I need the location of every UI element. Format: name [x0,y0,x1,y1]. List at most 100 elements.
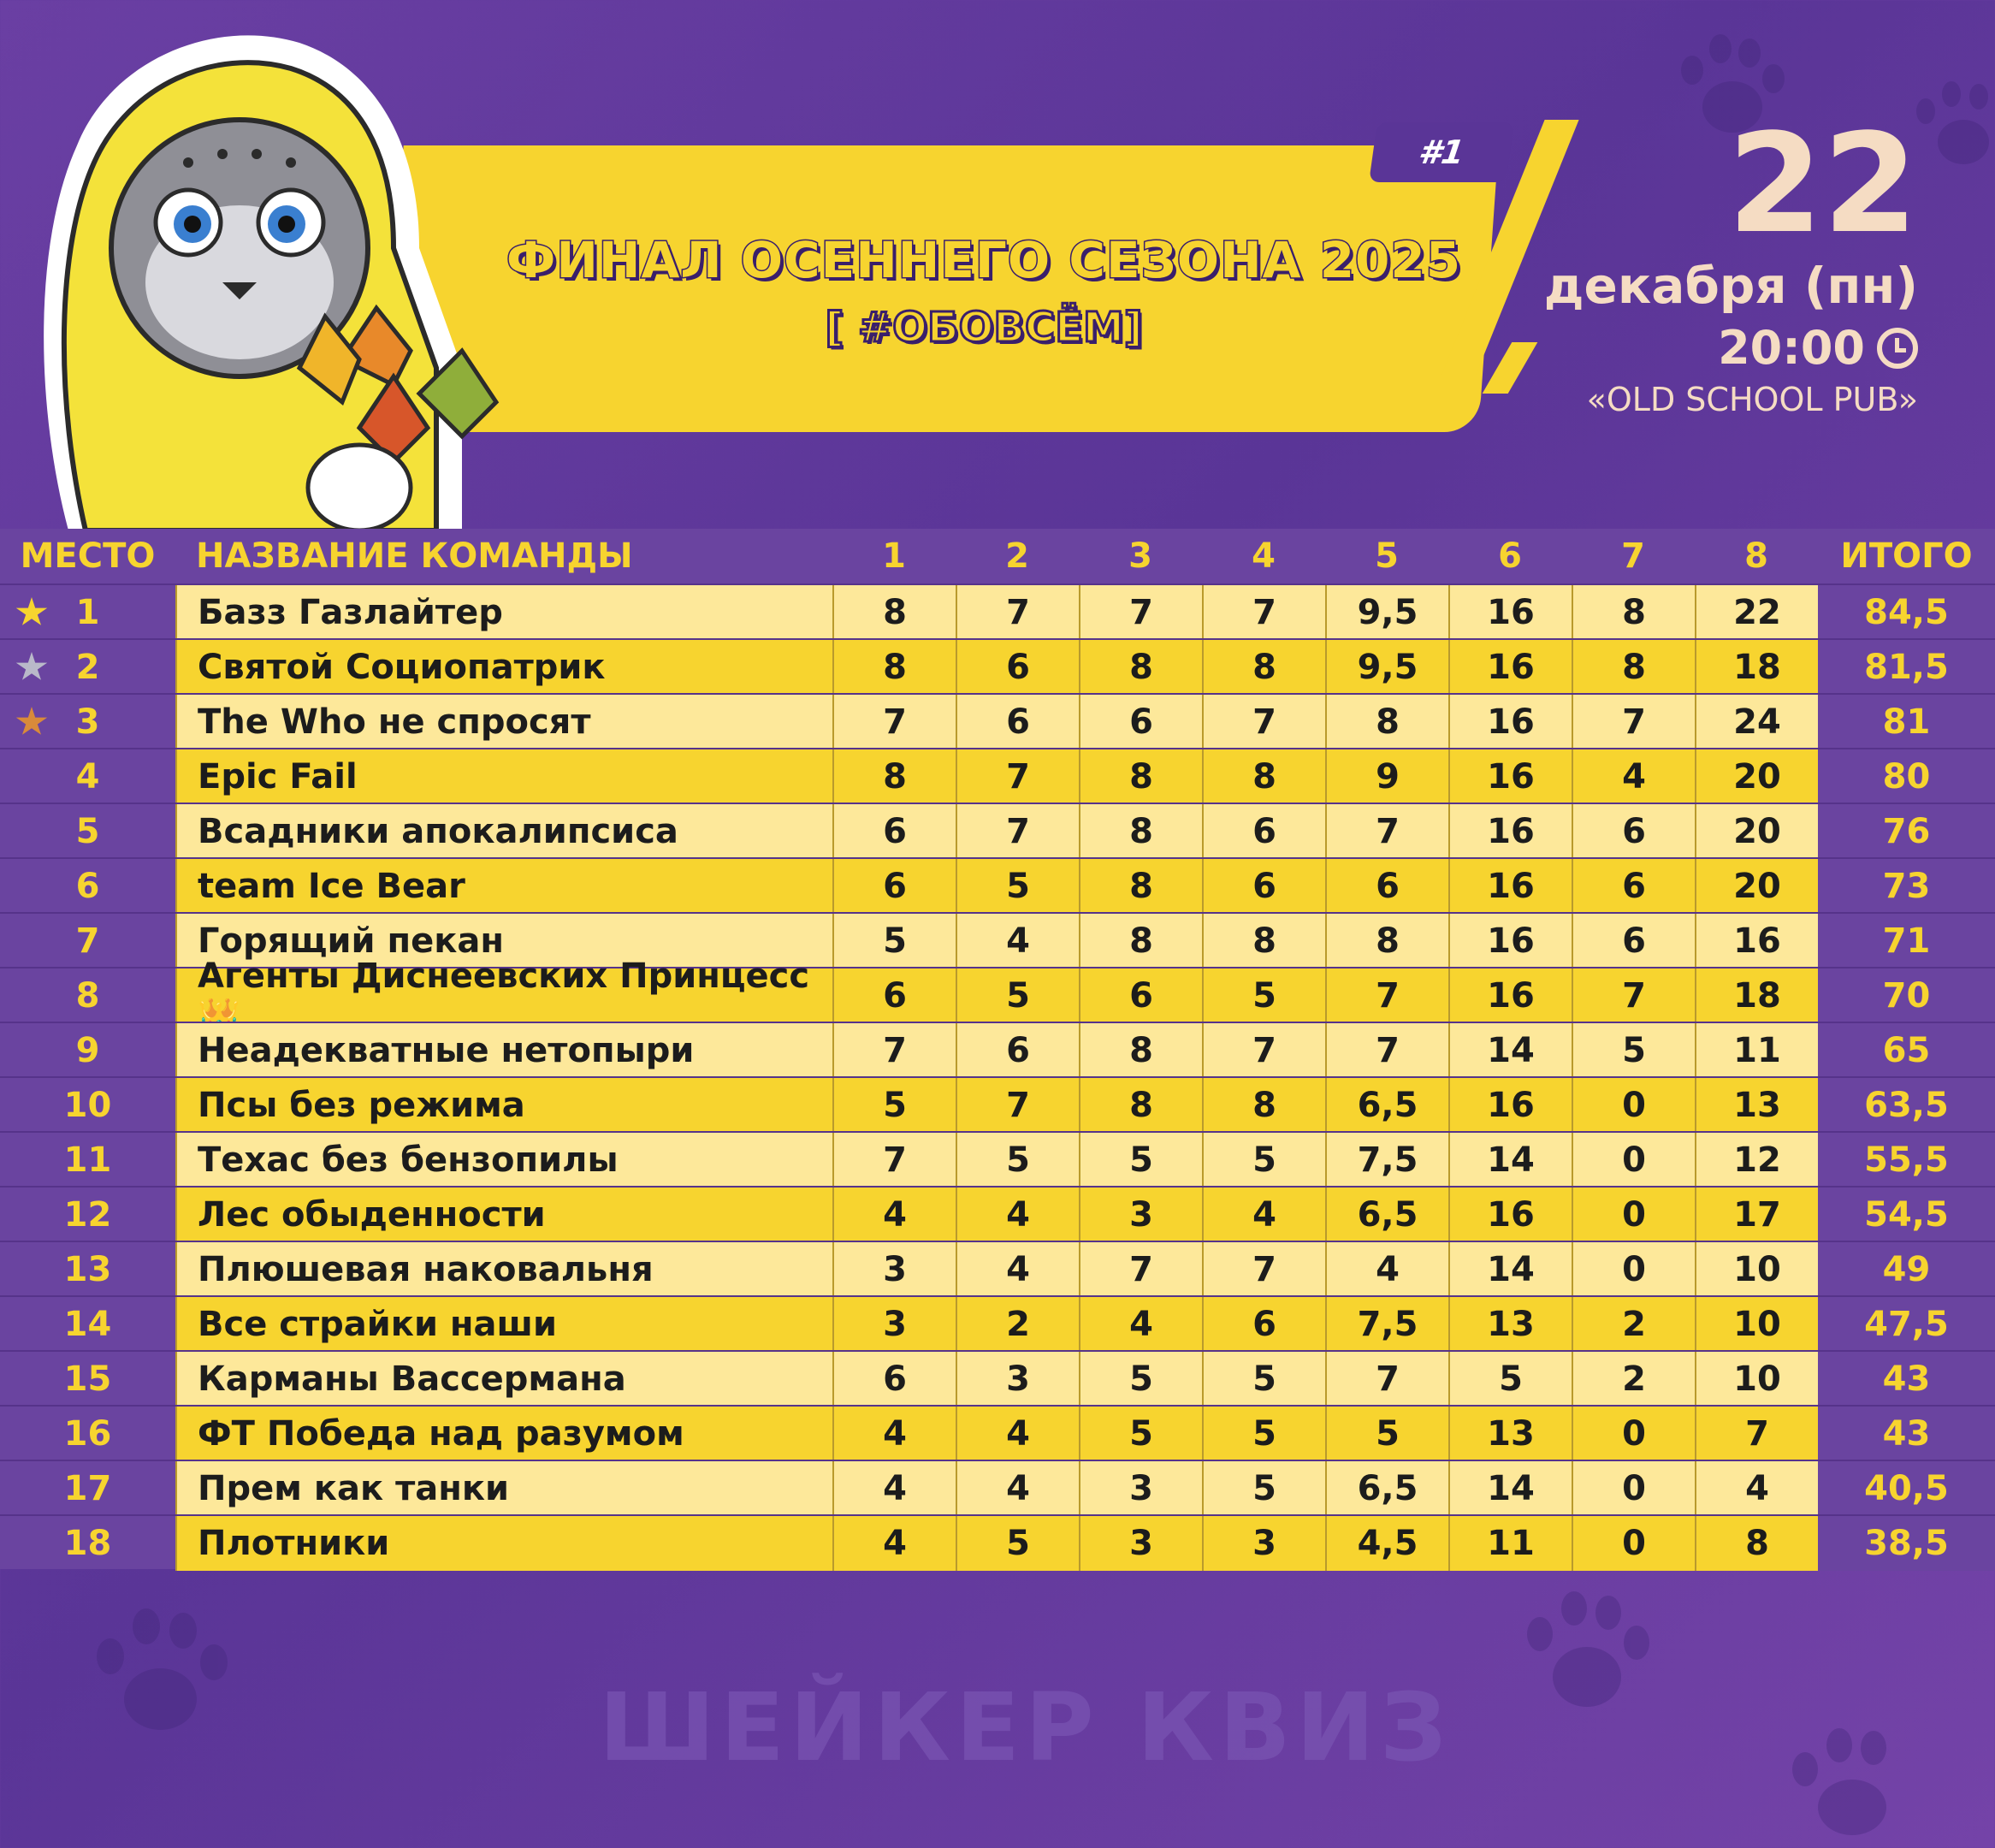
place-value: 7 [75,921,100,961]
round-2-score-cell: 6 [956,1023,1079,1078]
header-total: ИТОГО [1840,536,1973,576]
place-cell: 2 [0,640,175,695]
round-7-score-cell: 6 [1572,859,1695,914]
round-3-score-cell: 5 [1079,1133,1202,1188]
round-7-score-cell: 0 [1572,1078,1695,1133]
header-round-2: 2 [1005,536,1029,576]
star-silver-icon [15,652,48,680]
team-name-cell: Все страйки наши [175,1297,832,1352]
table-row: 8 Агенты Диснеевских Принцесс 👑 6 5 6 5 7 16 7 18… [0,957,1995,1036]
place-cell: 12 [0,1188,175,1242]
place-value: 5 [75,812,100,851]
place-value: 1 [75,593,100,632]
round-6-score-cell: 16 [1448,640,1572,695]
round-8-score-cell: 22 [1695,585,1818,640]
event-time-value: 20:00 [1718,321,1865,375]
round-2-score-cell: 4 [956,1461,1079,1516]
total-score-cell: 43 [1818,1407,1995,1461]
team-name-cell: Плотники [175,1516,832,1571]
star-gold-icon [15,597,48,625]
place-cell: 13 [0,1242,175,1297]
table-row: 15 Карманы Вассермана 6 3 5 5 7 5 2 10 43 [0,1350,1995,1407]
round-3-score-cell: 8 [1079,640,1202,695]
round-8-score-cell: 12 [1695,1133,1818,1188]
paw-print-icon [94,1608,231,1745]
clock-icon [1877,327,1918,369]
page-title: ФИНАЛ ОСЕННЕГО СЕЗОНА 2025 [505,230,1462,291]
team-name-cell: Неадекватные нетопыри [175,1023,832,1078]
round-2-score-cell: 3 [956,1352,1079,1407]
round-1-score-cell: 3 [832,1297,956,1352]
round-2-score-cell: 4 [956,1242,1079,1297]
round-5-score-cell: 9 [1325,749,1448,804]
round-8-score-cell: 17 [1695,1188,1818,1242]
round-5-score-cell: 6 [1325,859,1448,914]
round-5-score-cell: 8 [1325,695,1448,749]
round-7-score-cell: 0 [1572,1133,1695,1188]
round-2-score-cell: 4 [956,1407,1079,1461]
round-8-score-cell: 20 [1695,749,1818,804]
total-score-cell: 40,5 [1818,1461,1995,1516]
round-1-score-cell: 4 [832,1188,956,1242]
round-1-score-cell: 4 [832,1516,956,1571]
table-row: 4 Epic Fail 8 7 8 8 9 16 4 20 80 [0,748,1995,804]
round-2-score-cell: 7 [956,1078,1079,1133]
round-8-score-cell: 10 [1695,1352,1818,1407]
round-5-score-cell: 9,5 [1325,585,1448,640]
total-score-cell: 84,5 [1818,585,1995,640]
round-3-score-cell: 8 [1079,914,1202,968]
place-value: 17 [63,1469,112,1508]
round-6-score-cell: 14 [1448,1023,1572,1078]
table-row: 5 Всадники апокалипсиса 6 7 8 6 7 16 6 20 76 [0,803,1995,859]
round-1-score-cell: 7 [832,695,956,749]
round-8-score-cell: 8 [1695,1516,1818,1571]
place-cell: 10 [0,1078,175,1133]
round-3-score-cell: 8 [1079,804,1202,859]
table-row: 14 Все страйки наши 3 2 4 6 7,5 13 2 10 47,5 [0,1295,1995,1352]
round-3-score-cell: 4 [1079,1297,1202,1352]
team-name-cell: The Who не спросят [175,695,832,749]
round-6-score-cell: 14 [1448,1133,1572,1188]
total-score-cell: 71 [1818,914,1995,968]
round-4-score-cell: 7 [1202,695,1325,749]
total-score-cell: 49 [1818,1242,1995,1297]
round-2-score-cell: 5 [956,1516,1079,1571]
total-score-cell: 55,5 [1818,1133,1995,1188]
total-score-cell: 81 [1818,695,1995,749]
round-1-score-cell: 6 [832,804,956,859]
round-1-score-cell: 6 [832,1352,956,1407]
round-6-score-cell: 14 [1448,1242,1572,1297]
place-cell: 18 [0,1516,175,1571]
round-4-score-cell: 6 [1202,1297,1325,1352]
place-value: 10 [63,1086,112,1125]
round-5-score-cell: 7 [1325,1023,1448,1078]
round-3-score-cell: 6 [1079,695,1202,749]
place-value: 18 [63,1524,112,1563]
round-2-score-cell: 2 [956,1297,1079,1352]
round-7-score-cell: 0 [1572,1461,1695,1516]
header-place: МЕСТО [20,536,156,576]
team-name-cell: Всадники апокалипсиса [175,804,832,859]
total-score-cell: 73 [1818,859,1995,914]
round-4-score-cell: 7 [1202,1023,1325,1078]
round-7-score-cell: 8 [1572,640,1695,695]
team-name-cell: Плюшевая наковальня [175,1242,832,1297]
round-4-score-cell: 8 [1202,640,1325,695]
round-6-score-cell: 11 [1448,1516,1572,1571]
place-cell: 16 [0,1407,175,1461]
table-row: 16 ФТ Победа над разумом 4 4 5 5 5 13 0 7 43 [0,1405,1995,1461]
place-value: 2 [75,648,100,687]
round-8-score-cell: 4 [1695,1461,1818,1516]
round-8-score-cell: 7 [1695,1407,1818,1461]
round-8-score-cell: 16 [1695,914,1818,968]
team-name-cell: Epic Fail [175,749,832,804]
round-4-score-cell: 5 [1202,1407,1325,1461]
total-score-cell: 38,5 [1818,1516,1995,1571]
round-8-score-cell: 24 [1695,695,1818,749]
round-8-score-cell: 13 [1695,1078,1818,1133]
round-4-score-cell: 5 [1202,1352,1325,1407]
table-row: 3 The Who не спросят 7 6 6 7 8 16 7 24 81 [0,693,1995,749]
round-3-score-cell: 8 [1079,1023,1202,1078]
team-name-cell: Горящий пекан [175,914,832,968]
place-cell: 1 [0,585,175,640]
